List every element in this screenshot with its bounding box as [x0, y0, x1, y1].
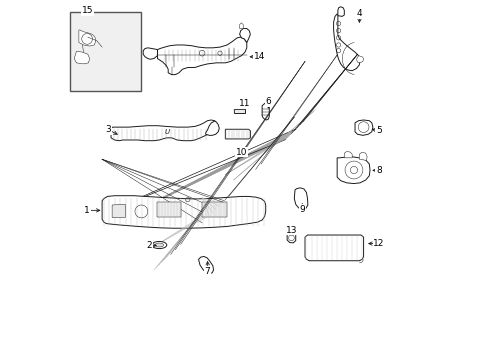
Text: 5: 5: [376, 126, 382, 135]
Text: 1: 1: [84, 206, 90, 215]
Text: 9: 9: [299, 205, 305, 214]
Ellipse shape: [155, 243, 164, 247]
Polygon shape: [337, 157, 370, 184]
Polygon shape: [102, 196, 266, 228]
Polygon shape: [111, 120, 217, 141]
Polygon shape: [240, 23, 243, 28]
Text: 10: 10: [236, 148, 247, 157]
Text: 7: 7: [205, 267, 210, 276]
Polygon shape: [206, 121, 220, 135]
Polygon shape: [157, 37, 247, 75]
Polygon shape: [305, 235, 364, 261]
Text: 12: 12: [373, 239, 385, 248]
Text: 3: 3: [106, 126, 111, 135]
Text: U: U: [165, 129, 170, 135]
Polygon shape: [294, 188, 308, 209]
Text: 14: 14: [254, 52, 265, 61]
Polygon shape: [74, 51, 90, 64]
Text: 6: 6: [266, 97, 271, 106]
Polygon shape: [79, 30, 96, 46]
Text: 15: 15: [82, 6, 94, 15]
Polygon shape: [234, 109, 245, 113]
Polygon shape: [143, 48, 157, 59]
Polygon shape: [202, 202, 227, 217]
Ellipse shape: [152, 242, 167, 249]
Text: 4: 4: [357, 9, 362, 18]
Bar: [70, 12, 142, 91]
Polygon shape: [338, 7, 344, 17]
Text: 13: 13: [286, 225, 297, 234]
Polygon shape: [240, 28, 250, 42]
Polygon shape: [334, 14, 360, 71]
Text: 8: 8: [376, 166, 382, 175]
Text: 11: 11: [239, 99, 251, 108]
Polygon shape: [344, 152, 352, 158]
Text: 2: 2: [147, 241, 152, 250]
Polygon shape: [262, 102, 270, 120]
Polygon shape: [198, 256, 214, 274]
Polygon shape: [356, 56, 364, 63]
Polygon shape: [112, 204, 125, 217]
Polygon shape: [225, 129, 250, 139]
Polygon shape: [287, 233, 296, 243]
Polygon shape: [157, 202, 181, 217]
Polygon shape: [359, 152, 367, 160]
Polygon shape: [355, 120, 373, 135]
